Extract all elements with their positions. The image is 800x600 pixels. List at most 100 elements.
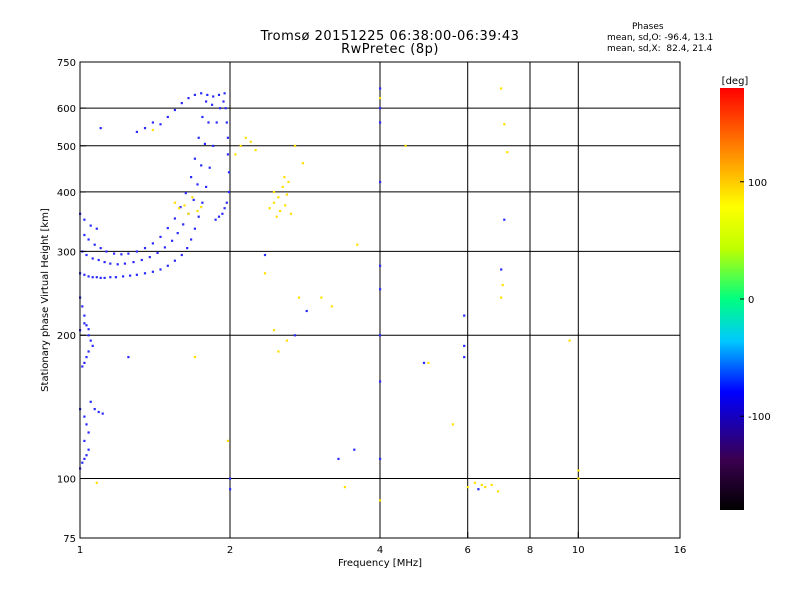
data-point xyxy=(379,87,382,90)
data-point xyxy=(95,227,98,230)
data-point xyxy=(212,144,215,147)
data-point xyxy=(451,423,454,426)
phases-label: Phases xyxy=(632,22,664,32)
data-point xyxy=(287,180,290,184)
data-point xyxy=(83,361,86,364)
data-point xyxy=(201,115,204,119)
data-point xyxy=(184,192,187,195)
data-point xyxy=(91,344,94,347)
data-point xyxy=(284,204,287,207)
data-point xyxy=(320,296,323,299)
data-point xyxy=(151,242,154,245)
x-tick-label: 2 xyxy=(227,545,233,556)
data-point xyxy=(97,410,100,414)
data-point xyxy=(343,486,346,489)
data-point xyxy=(379,107,382,110)
data-point xyxy=(135,273,138,276)
data-point xyxy=(239,144,242,147)
data-point xyxy=(127,356,130,359)
data-point xyxy=(219,107,222,110)
data-point xyxy=(215,121,218,124)
data-point xyxy=(196,209,199,213)
x-tick-label: 1 xyxy=(77,545,83,556)
data-point xyxy=(225,121,228,124)
data-point xyxy=(99,127,102,130)
data-point xyxy=(285,193,288,196)
data-point xyxy=(293,144,297,147)
data-point xyxy=(91,276,94,279)
data-point xyxy=(577,477,580,480)
data-point xyxy=(226,136,229,139)
data-point xyxy=(205,100,208,103)
data-point xyxy=(83,273,86,276)
x-tick-label: 6 xyxy=(465,545,471,556)
data-point xyxy=(85,356,88,359)
data-point xyxy=(268,207,271,210)
data-point xyxy=(180,253,183,257)
data-point xyxy=(200,92,203,95)
data-point xyxy=(379,97,382,100)
data-point xyxy=(81,461,84,464)
data-point xyxy=(305,309,308,313)
data-point xyxy=(83,415,86,418)
data-point xyxy=(500,87,503,90)
data-point xyxy=(166,115,169,119)
data-point xyxy=(129,274,132,277)
data-point xyxy=(109,262,112,265)
data-point xyxy=(206,93,209,96)
data-point xyxy=(87,431,90,434)
y-tick-label: 100 xyxy=(57,475,76,486)
data-point xyxy=(143,127,147,130)
data-point xyxy=(83,439,86,442)
data-point xyxy=(135,130,138,133)
data-point xyxy=(191,196,194,199)
data-point xyxy=(263,272,267,275)
colorbar-unit: [deg] xyxy=(722,76,749,87)
data-point xyxy=(163,246,166,249)
data-point xyxy=(203,142,206,145)
data-point xyxy=(99,247,102,250)
data-point xyxy=(187,97,190,100)
data-point xyxy=(85,454,88,457)
data-point xyxy=(197,136,200,139)
data-point xyxy=(193,356,196,359)
y-axis-title: Stationary phase Virtual Height [km] xyxy=(40,208,51,392)
data-point xyxy=(122,275,125,278)
data-point xyxy=(120,253,123,256)
data-point xyxy=(200,206,203,209)
data-point xyxy=(156,251,159,254)
data-point xyxy=(234,153,237,156)
data-point xyxy=(225,201,228,204)
data-point xyxy=(85,324,88,327)
data-point xyxy=(89,400,92,403)
data-point xyxy=(463,356,466,359)
data-point xyxy=(283,176,286,179)
data-point xyxy=(217,93,221,96)
data-point xyxy=(379,380,382,383)
data-point xyxy=(135,250,138,253)
data-point xyxy=(379,457,382,460)
data-point xyxy=(183,204,186,207)
data-point xyxy=(166,264,169,267)
data-point xyxy=(159,235,162,238)
data-point xyxy=(501,284,504,287)
data-point xyxy=(466,486,469,489)
data-point xyxy=(171,239,174,242)
data-point xyxy=(227,190,231,194)
y-tick-label: 400 xyxy=(57,188,76,199)
y-tick-label: 750 xyxy=(57,58,76,69)
y-tick-label: 300 xyxy=(57,247,76,258)
y-tick-label: 600 xyxy=(57,104,76,115)
data-point xyxy=(99,276,102,279)
data-point xyxy=(173,108,176,112)
colorbar-ticks: 100 0 -100 xyxy=(740,178,771,423)
data-point xyxy=(473,481,476,484)
data-point xyxy=(477,488,480,491)
data-point xyxy=(484,486,487,489)
data-point xyxy=(379,180,382,184)
data-point xyxy=(297,296,301,299)
data-point xyxy=(192,198,195,201)
data-point xyxy=(200,164,203,167)
data-point xyxy=(182,223,185,226)
